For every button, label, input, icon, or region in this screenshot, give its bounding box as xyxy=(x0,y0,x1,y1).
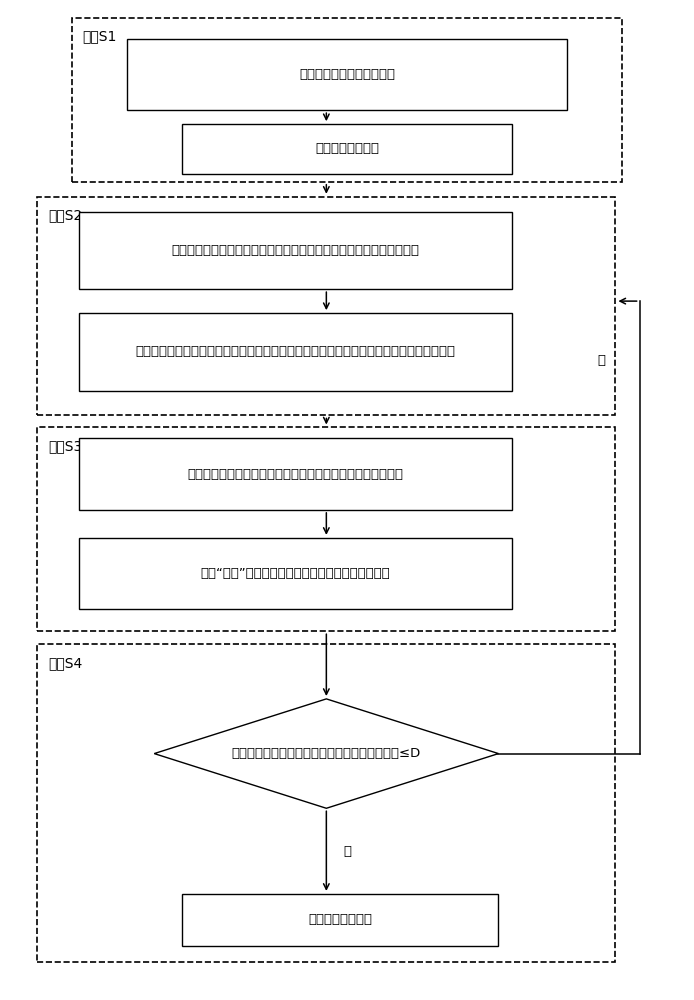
FancyBboxPatch shape xyxy=(182,894,498,946)
Text: 建立有限元模型，赋予材料属性，边界条件，对模型进行扫略网格划分: 建立有限元模型，赋予材料属性，边界条件，对模型进行扫略网格划分 xyxy=(171,244,419,257)
Text: 导出对应的理论模型和经过有限元分析变形后各节点位置坐标: 导出对应的理论模型和经过有限元分析变形后各节点位置坐标 xyxy=(187,468,403,481)
FancyBboxPatch shape xyxy=(182,124,512,174)
FancyBboxPatch shape xyxy=(37,427,616,631)
Polygon shape xyxy=(154,699,498,808)
Text: 步骤S4: 步骤S4 xyxy=(48,656,83,670)
FancyBboxPatch shape xyxy=(78,313,512,391)
Text: 确定最终优化模型: 确定最终优化模型 xyxy=(308,913,372,926)
Text: 是: 是 xyxy=(344,845,352,858)
FancyBboxPatch shape xyxy=(37,197,616,415)
FancyBboxPatch shape xyxy=(71,18,623,182)
Text: 对零件特征识别、特征分解: 对零件特征识别、特征分解 xyxy=(299,68,395,81)
FancyBboxPatch shape xyxy=(37,644,616,962)
FancyBboxPatch shape xyxy=(78,438,512,510)
FancyBboxPatch shape xyxy=(78,538,512,609)
Text: 通过“对称”算法对模型进行反变形修正得到修正模型: 通过“对称”算法对模型进行反变形修正得到修正模型 xyxy=(201,567,390,580)
Text: 确定打印工艺参数: 确定打印工艺参数 xyxy=(315,142,379,155)
FancyBboxPatch shape xyxy=(78,212,512,289)
Text: 否: 否 xyxy=(598,354,606,367)
FancyBboxPatch shape xyxy=(127,39,567,110)
Text: 步骤S1: 步骤S1 xyxy=(83,30,117,44)
Text: 对模型熔覆面施加等效热流的方式进行热源输入，同时使用生死单元命令逐层激活熔覆单元: 对模型熔覆面施加等效热流的方式进行热源输入，同时使用生死单元命令逐层激活熔覆单元 xyxy=(135,345,455,358)
Text: 步骤S3: 步骤S3 xyxy=(48,439,83,453)
Text: 修正模型与理论模型各对应节点中两点最大距离≤D: 修正模型与理论模型各对应节点中两点最大距离≤D xyxy=(232,747,421,760)
Text: 步骤S2: 步骤S2 xyxy=(48,209,83,223)
